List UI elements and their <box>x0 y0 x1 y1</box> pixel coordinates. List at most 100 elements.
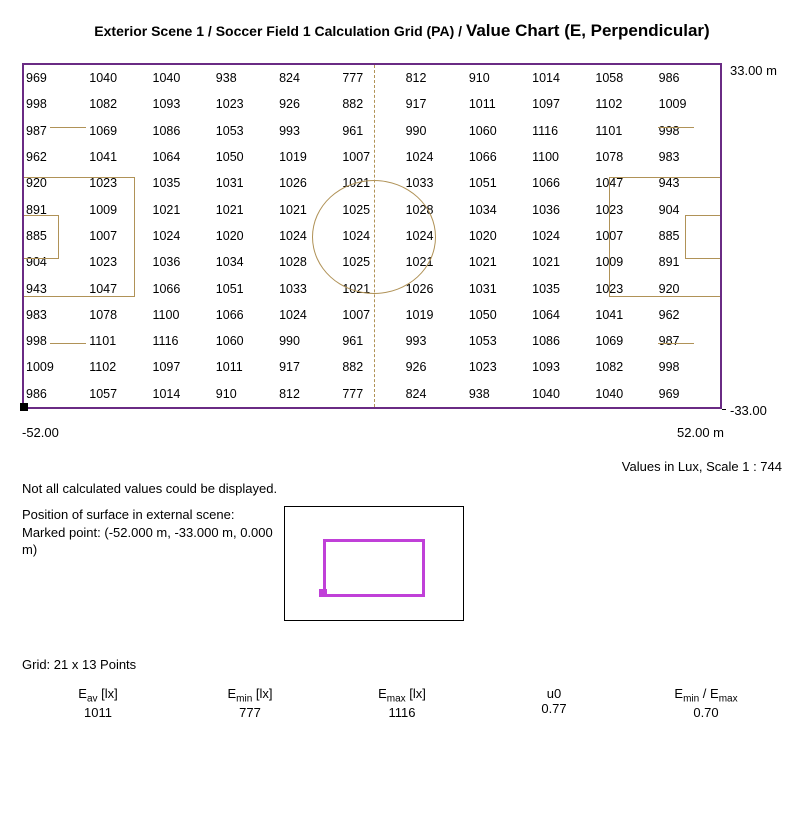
grid-cell: 1021 <box>151 197 214 223</box>
grid-cell: 983 <box>657 144 720 170</box>
grid-cell: 1007 <box>340 302 403 328</box>
grid-cell: 1033 <box>277 276 340 302</box>
grid-cell: 1057 <box>87 381 150 407</box>
grid-cell: 1051 <box>467 170 530 196</box>
grid-cell: 1116 <box>151 328 214 354</box>
position-heading: Position of surface in external scene: <box>22 507 234 522</box>
grid-cell: 962 <box>24 144 87 170</box>
grid-cell: 1007 <box>340 144 403 170</box>
grid-cell: 1058 <box>593 65 656 91</box>
grid-cell: 1078 <box>87 302 150 328</box>
grid-cell: 1021 <box>467 249 530 275</box>
stat-value: 0.70 <box>630 705 782 720</box>
grid-cell: 938 <box>214 65 277 91</box>
grid-cell: 1019 <box>404 302 467 328</box>
stat-column: Emin / Emax0.70 <box>630 686 782 720</box>
grid-cell: 1026 <box>277 170 340 196</box>
grid-cell: 1034 <box>214 249 277 275</box>
grid-cell: 1082 <box>87 92 150 118</box>
display-note: Not all calculated values could be displ… <box>22 481 782 496</box>
grid-cell: 910 <box>214 381 277 407</box>
stat-column: Emin [lx]777 <box>174 686 326 720</box>
grid-cell: 824 <box>277 65 340 91</box>
grid-cell: 777 <box>340 381 403 407</box>
grid-cell: 990 <box>404 118 467 144</box>
stat-label: Emin / Emax <box>630 686 782 705</box>
grid-cell: 917 <box>404 92 467 118</box>
grid-cell: 1082 <box>593 355 656 381</box>
grid-cell: 1086 <box>530 328 593 354</box>
title-emphasis: Value Chart (E, Perpendicular) <box>466 21 710 40</box>
grid-cell: 1041 <box>593 302 656 328</box>
grid-cell: 1034 <box>467 197 530 223</box>
grid-cell: 1024 <box>151 223 214 249</box>
grid-cell: 1011 <box>214 355 277 381</box>
grid-cell: 1100 <box>530 144 593 170</box>
grid-cell: 1053 <box>214 118 277 144</box>
grid-cell: 1040 <box>151 65 214 91</box>
grid-cell: 969 <box>24 65 87 91</box>
grid-cell: 1101 <box>593 118 656 144</box>
x-axis-right-label: 52.00 m <box>677 425 724 440</box>
grid-cell: 1040 <box>593 381 656 407</box>
axis-tick <box>722 409 726 411</box>
grid-cell: 777 <box>340 65 403 91</box>
surface-position-block: Position of surface in external scene: M… <box>22 506 782 621</box>
chart-frame: 9691040104093882477781291010141058986998… <box>22 63 722 409</box>
grid-cell: 1014 <box>151 381 214 407</box>
grid-cell: 824 <box>404 381 467 407</box>
stat-column: Emax [lx]1116 <box>326 686 478 720</box>
value-chart: 9691040104093882477781291010141058986998… <box>22 59 782 445</box>
grid-cell: 1060 <box>467 118 530 144</box>
stats-row: Eav [lx]1011Emin [lx]777Emax [lx]1116u00… <box>22 686 782 720</box>
grid-cell: 1066 <box>467 144 530 170</box>
grid-cell: 1093 <box>530 355 593 381</box>
grid-cell: 969 <box>657 381 720 407</box>
grid-cell: 1019 <box>277 144 340 170</box>
stat-value: 1116 <box>326 705 478 720</box>
field-tick <box>658 343 694 344</box>
grid-cell: 1031 <box>214 170 277 196</box>
grid-cell: 986 <box>657 65 720 91</box>
grid-cell: 1102 <box>87 355 150 381</box>
grid-cell: 1024 <box>277 302 340 328</box>
title-context: Exterior Scene 1 / Soccer Field 1 Calcul… <box>94 23 466 39</box>
grid-cell: 882 <box>340 92 403 118</box>
grid-cell: 917 <box>277 355 340 381</box>
grid-cell: 990 <box>277 328 340 354</box>
thumbnail-surface-rect <box>323 539 425 597</box>
grid-cell: 938 <box>467 381 530 407</box>
grid-cell: 1078 <box>593 144 656 170</box>
grid-cell: 1024 <box>404 144 467 170</box>
grid-cell: 1040 <box>87 65 150 91</box>
grid-cell: 1069 <box>593 328 656 354</box>
grid-cell: 1060 <box>214 328 277 354</box>
field-left-goal <box>24 215 59 259</box>
grid-cell: 1093 <box>151 92 214 118</box>
grid-cell: 1066 <box>151 276 214 302</box>
scale-label: Values in Lux, Scale 1 : 744 <box>482 459 782 474</box>
stat-label: Emax [lx] <box>326 686 478 705</box>
field-center-circle <box>312 180 436 294</box>
x-axis-left-label: -52.00 <box>22 425 59 440</box>
origin-marker-icon <box>20 403 28 411</box>
grid-cell: 1023 <box>214 92 277 118</box>
grid-cell: 1023 <box>467 355 530 381</box>
grid-cell: 1040 <box>530 381 593 407</box>
stat-label: u0 <box>478 686 630 701</box>
grid-cell: 1036 <box>151 249 214 275</box>
grid-cell: 926 <box>277 92 340 118</box>
grid-cell: 961 <box>340 328 403 354</box>
grid-cell: 1066 <box>214 302 277 328</box>
grid-cell: 998 <box>657 355 720 381</box>
stat-label: Eav [lx] <box>22 686 174 705</box>
y-axis-bottom-label: -33.00 <box>730 403 767 418</box>
grid-cell: 998 <box>24 92 87 118</box>
stat-value: 1011 <box>22 705 174 720</box>
field-tick <box>658 127 694 128</box>
grid-cell: 1051 <box>214 276 277 302</box>
grid-cell: 1009 <box>657 92 720 118</box>
field-tick <box>50 343 86 344</box>
grid-cell: 1050 <box>467 302 530 328</box>
grid-cell: 961 <box>340 118 403 144</box>
